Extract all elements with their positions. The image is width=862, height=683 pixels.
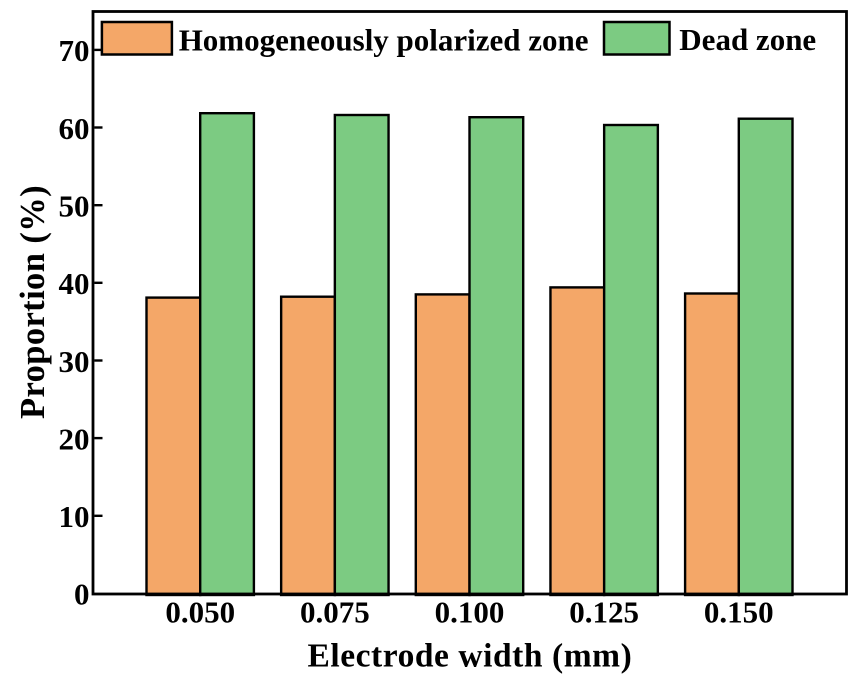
svg-text:30: 30	[59, 344, 90, 379]
svg-text:0.150: 0.150	[704, 595, 774, 630]
svg-text:0.075: 0.075	[300, 595, 370, 630]
svg-text:Homogeneously polarized zone: Homogeneously polarized zone	[179, 22, 589, 57]
svg-text:Dead zone: Dead zone	[679, 22, 816, 57]
svg-text:20: 20	[59, 421, 90, 456]
svg-text:70: 70	[59, 33, 90, 68]
svg-text:0.100: 0.100	[435, 595, 505, 630]
svg-text:Proportion (%): Proportion (%)	[14, 185, 52, 419]
svg-text:0.050: 0.050	[165, 595, 235, 630]
svg-text:Electrode width (mm): Electrode width (mm)	[307, 638, 632, 675]
svg-text:50: 50	[59, 189, 90, 224]
svg-text:60: 60	[59, 111, 90, 146]
svg-text:10: 10	[59, 499, 90, 534]
svg-text:40: 40	[59, 266, 90, 301]
svg-text:0: 0	[74, 577, 90, 612]
svg-text:0.125: 0.125	[569, 595, 639, 630]
